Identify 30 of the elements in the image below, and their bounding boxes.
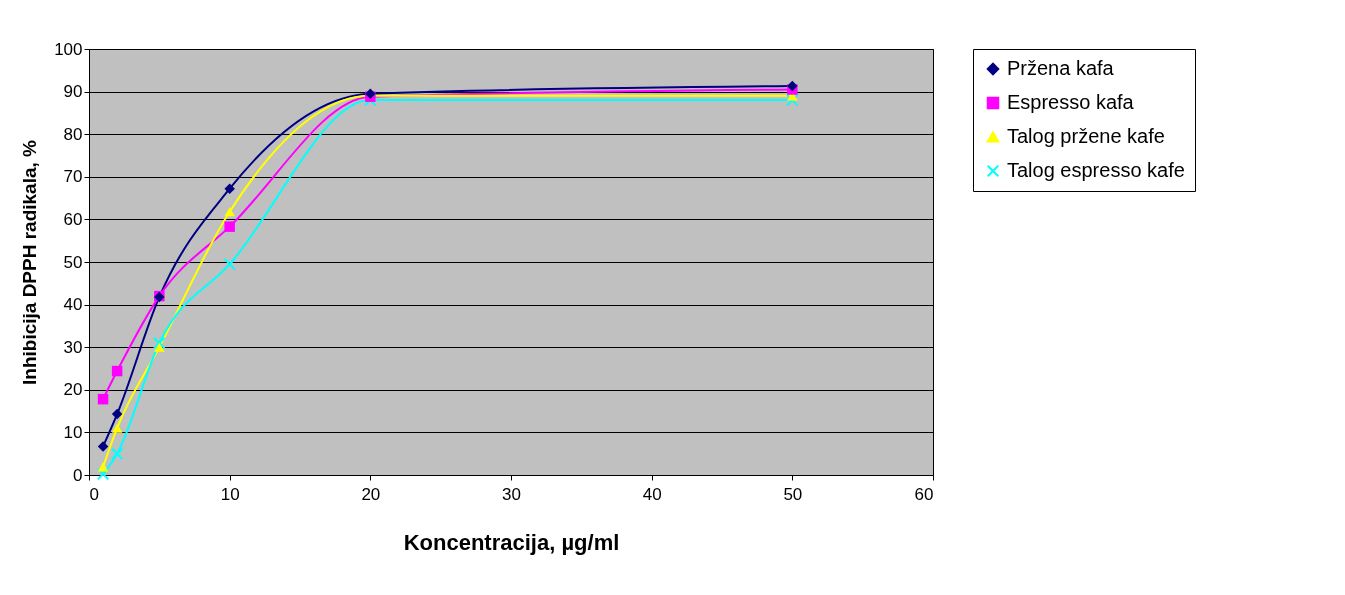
x-tick-label: 20 <box>361 484 381 504</box>
x-tick-label: 40 <box>642 484 662 504</box>
x-tick-label: 50 <box>783 484 803 504</box>
point <box>110 447 124 460</box>
y-tick-label: 10 <box>63 422 83 442</box>
legend-label: Talog pržene kafe <box>1007 125 1165 147</box>
point <box>153 336 166 350</box>
y-tick-label: 80 <box>63 124 83 144</box>
x-axis-title: Koncentracija, µg/ml <box>403 529 620 555</box>
y-tick-label: 70 <box>63 167 83 187</box>
y-tick-label: 0 <box>73 465 83 485</box>
y-tick-label: 40 <box>63 295 83 315</box>
legend-label: Talog espresso kafe <box>1007 159 1185 181</box>
y-tick-label: 60 <box>63 209 83 229</box>
legend-label: Espresso kafa <box>1007 91 1135 113</box>
x-tick-label: 0 <box>89 484 99 504</box>
y-tick-label: 50 <box>63 252 83 272</box>
point <box>223 257 236 271</box>
x-tick-label: 60 <box>914 484 934 504</box>
y-tick-label: 90 <box>63 82 83 102</box>
x-tick-label: 30 <box>502 484 521 504</box>
point <box>786 93 799 107</box>
legend-label: Pržena kafa <box>1007 57 1115 79</box>
x-tick-label: 10 <box>220 484 240 504</box>
point <box>364 93 377 107</box>
y-tick-label: 20 <box>63 380 83 400</box>
point <box>96 467 110 481</box>
y-tick-label: 100 <box>54 39 83 59</box>
y-tick-label: 30 <box>63 337 83 357</box>
y-axis-title: Inhibicija DPPH radikala, % <box>19 139 41 385</box>
